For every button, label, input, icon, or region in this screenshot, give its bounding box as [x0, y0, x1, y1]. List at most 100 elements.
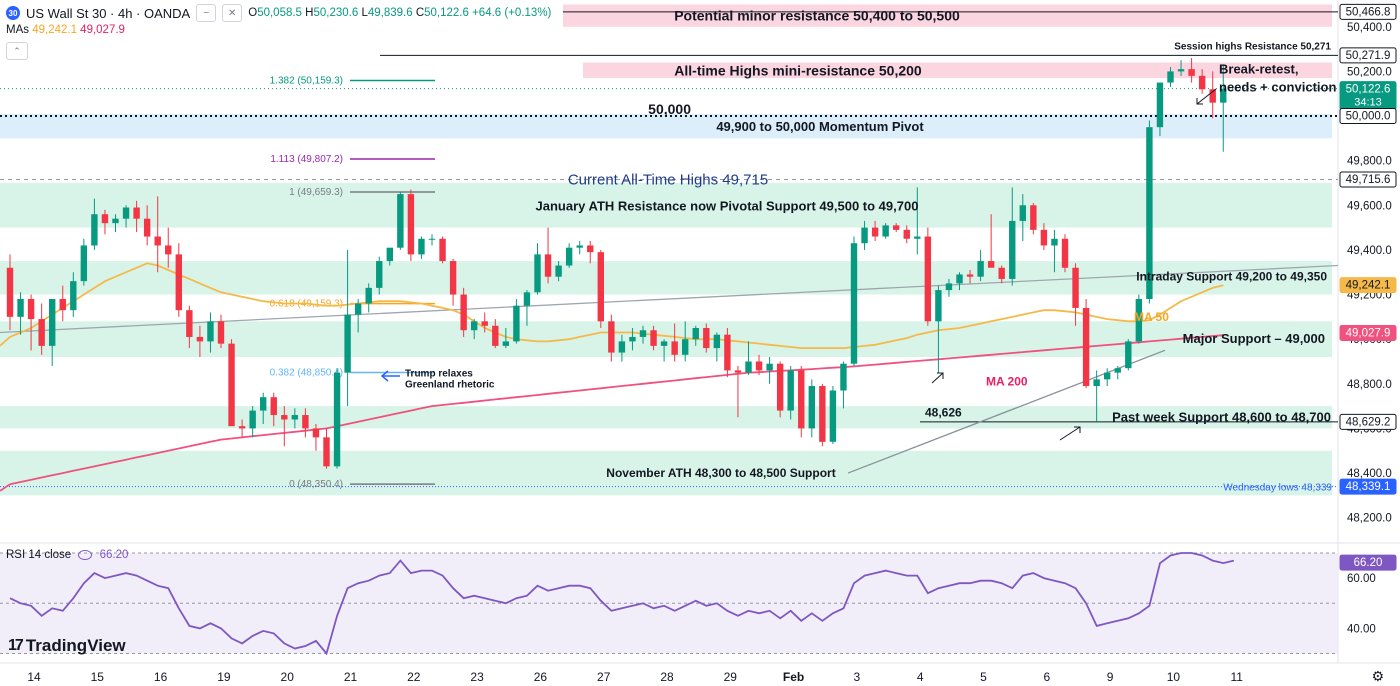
candle-body: [228, 343, 235, 427]
candle-body: [776, 363, 784, 411]
compare-button[interactable]: −: [196, 4, 217, 22]
candle-body: [1135, 299, 1143, 342]
zone-0: [563, 4, 1332, 27]
fib-label-0: 1.382 (50,159.3): [270, 75, 343, 86]
candle-body: [1030, 205, 1037, 230]
tradingview-logo[interactable]: 17 TradingView: [8, 636, 126, 655]
rsi-label: RSI 14 close: [6, 549, 72, 561]
price-tag-4: 49,715.6: [1346, 174, 1391, 186]
moving-averages-legend[interactable]: MAs 49,242.1 49,027.9: [6, 24, 125, 36]
candle-body: [861, 227, 868, 244]
trendline-support: [847, 349, 1166, 474]
candle-body: [924, 236, 932, 322]
rsi-legend[interactable]: RSI 14 close 66.20: [6, 549, 128, 561]
zone-7: [0, 450, 1332, 496]
arrow-support-2: [1059, 426, 1081, 441]
price-tag-8: 48,339.1: [1346, 481, 1391, 493]
price-tag-bg-7: [1339, 413, 1397, 430]
price-tag-9: 66.20: [1354, 557, 1383, 569]
candle-body: [344, 314, 351, 373]
annotation-ma200: MA 200: [986, 375, 1028, 389]
gear-icon[interactable]: ⚙: [1371, 668, 1384, 684]
label-session-highs: Session highs Resistance 50,271: [1174, 41, 1331, 52]
price-tag-2: 50,122.6: [1346, 84, 1391, 96]
candle-body: [38, 319, 45, 346]
label-wednesday-lows: Wednesday lows 48,339: [1223, 483, 1332, 494]
y-tick-label: 50,400.0: [1347, 22, 1392, 34]
zone-4: [0, 261, 1332, 295]
zone-3: [0, 182, 1332, 228]
chevron-up-icon: ⌃: [13, 45, 21, 56]
candle-body: [766, 363, 773, 371]
candle-body: [745, 361, 752, 373]
price-tag-bg-6: [1339, 324, 1397, 341]
fib-label-4: 0.382 (48,850.4): [270, 368, 343, 379]
candle-body: [819, 386, 826, 442]
candle-body: [386, 247, 393, 262]
arrow-support-1: [931, 372, 944, 384]
candle-body: [471, 321, 478, 331]
candle-body: [1198, 75, 1206, 90]
y-tick-label: 50,200.0: [1347, 66, 1392, 78]
candle-body: [523, 292, 531, 306]
candle-body: [650, 330, 657, 346]
candle-body: [576, 245, 583, 248]
candle-body: [291, 415, 299, 420]
annotation-break-retest-2: needs + conviction: [1219, 79, 1336, 94]
candle-body: [449, 261, 457, 295]
candle-body: [354, 303, 362, 315]
x-tick-label: 9: [1107, 670, 1114, 684]
collapse-legend-button[interactable]: ⌃: [6, 42, 28, 60]
candle-body: [260, 397, 267, 411]
candle-body: [713, 334, 721, 349]
price-tag-3: 50,000.0: [1346, 111, 1391, 123]
candle-body: [1177, 69, 1185, 72]
symbol-icon[interactable]: 30: [6, 6, 20, 20]
candle-body: [492, 325, 499, 346]
candle-body: [27, 299, 35, 320]
candle-body: [270, 397, 277, 416]
candle-body: [407, 194, 415, 255]
eye-icon[interactable]: [78, 549, 93, 560]
candle-body: [1072, 267, 1079, 308]
y-tick-label: 49,800.0: [1347, 156, 1392, 168]
candle-body: [312, 428, 320, 438]
candle-body: [460, 294, 467, 331]
y-tick-label: 48,200.0: [1347, 513, 1392, 525]
candle-body: [639, 330, 647, 337]
candle-body: [903, 229, 910, 239]
candle-body: [840, 363, 847, 391]
candle-body: [998, 267, 1005, 279]
price-tag-bg-4: [1339, 171, 1397, 188]
candle-body: [196, 336, 204, 342]
candle-body: [703, 328, 710, 349]
x-tick-label: 3: [854, 670, 861, 684]
candle-body: [207, 321, 214, 342]
label-major-support: Major Support – 49,000: [1183, 331, 1325, 346]
candle-body: [1209, 89, 1216, 103]
candle-body: [587, 245, 594, 253]
x-tick-label: 4: [917, 670, 924, 684]
candle-body: [597, 252, 604, 322]
x-tick-label: 26: [534, 670, 548, 684]
ohlc-values: O50,058.5 H50,230.6 L49,839.6 C50,122.6 …: [248, 7, 552, 19]
symbol-title[interactable]: US Wall St 30 · 4h · OANDA: [26, 5, 191, 21]
candle-body: [682, 339, 689, 355]
ma200-extension: [0, 483, 11, 492]
candle-body: [956, 274, 963, 284]
price-tag-bg-3: [1339, 108, 1397, 125]
x-tick-label: 11: [1230, 670, 1243, 684]
x-tick-label: 14: [27, 670, 41, 684]
candle-body: [914, 236, 921, 239]
candle-body: [1093, 379, 1100, 387]
candle-body: [101, 214, 109, 224]
candle-body: [1019, 205, 1026, 221]
zone-1: [583, 62, 1332, 79]
price-tag-bg-8: [1339, 478, 1397, 495]
close-button[interactable]: ✕: [222, 4, 243, 22]
candle-body: [418, 238, 425, 255]
label-january-ath: January ATH Resistance now Pivotal Suppo…: [536, 198, 919, 213]
candle-body: [945, 283, 953, 291]
zone-2: [0, 113, 1332, 139]
